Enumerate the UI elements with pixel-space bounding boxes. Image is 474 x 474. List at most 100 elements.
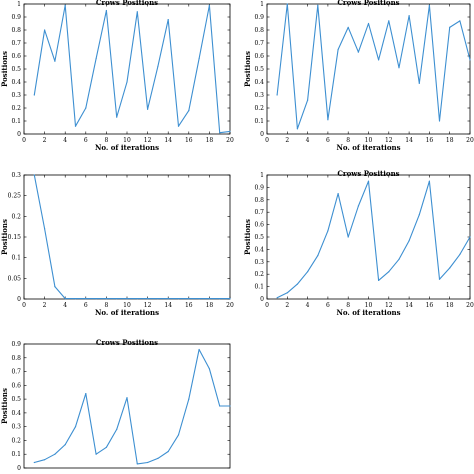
x-tick-label: 8 bbox=[346, 137, 350, 144]
data-point bbox=[33, 461, 35, 464]
chart-2: 00.10.20.30.40.50.60.70.80.910 2 4 6 8 10 12 14… bbox=[243, 0, 474, 152]
y-tick-label: 0.8 bbox=[11, 27, 21, 34]
x-tick-label: 16 bbox=[426, 137, 434, 144]
y-tick-label: 0 bbox=[260, 296, 264, 303]
y-tick-label: 0.3 bbox=[254, 92, 264, 99]
y-tick-label: 0.3 bbox=[254, 259, 264, 266]
data-point bbox=[64, 444, 66, 446]
data-point bbox=[418, 214, 420, 216]
data-point bbox=[198, 348, 200, 351]
x-tick-label: 4 bbox=[63, 302, 67, 309]
data-point bbox=[388, 20, 390, 22]
plot-frame bbox=[23, 174, 231, 300]
y-tick-label: 0.1 bbox=[254, 284, 264, 291]
data-point bbox=[219, 298, 221, 300]
x-tick-label: 20 bbox=[466, 137, 474, 144]
data-point bbox=[438, 120, 441, 122]
data-point bbox=[116, 298, 118, 300]
x-tick-label: 18 bbox=[206, 302, 214, 309]
data-point bbox=[54, 453, 56, 455]
data-point bbox=[367, 22, 370, 25]
data-point bbox=[147, 461, 149, 464]
data-point bbox=[229, 405, 231, 407]
x-tick-label: 4 bbox=[306, 302, 310, 309]
x-tick-label: 2 bbox=[43, 137, 47, 144]
x-axis-label: No. of iterations bbox=[95, 143, 159, 152]
x-tick-label: 4 bbox=[63, 137, 67, 144]
y-axis-label: Positions bbox=[243, 51, 252, 87]
data-point bbox=[95, 453, 97, 455]
data-point bbox=[208, 368, 210, 370]
x-tick-label: 18 bbox=[446, 302, 454, 309]
chart-title: Crows Positions bbox=[337, 169, 399, 178]
x-tick-label: 12 bbox=[144, 137, 152, 144]
data-point bbox=[126, 81, 128, 83]
y-tick-label: 0.2 bbox=[11, 213, 21, 220]
chart-3: 0 0.05 0.1 0.15 0.2 0.25 0.3 0 2 4 6 8 10 12 14 16 18 20 N… bbox=[0, 172, 234, 317]
y-tick-label: 0 bbox=[17, 296, 21, 303]
chart-5: 0 0.1 0.2 0.3 0.4 0.5 0.6 0.7 0.8 0.9 Crows Positi… bbox=[0, 338, 231, 472]
y-tick-label: 0.1 bbox=[11, 255, 21, 262]
y-tick-label: 0.4 bbox=[254, 79, 264, 86]
data-point bbox=[337, 193, 339, 195]
data-point bbox=[95, 58, 97, 60]
x-tick-label: 0 bbox=[22, 302, 26, 309]
x-tick-label: 16 bbox=[185, 137, 193, 144]
data-point bbox=[44, 228, 46, 230]
data-point bbox=[276, 297, 278, 299]
data-point bbox=[64, 4, 66, 6]
data-point bbox=[229, 298, 231, 300]
plot-frame bbox=[266, 174, 471, 300]
data-point bbox=[347, 26, 349, 28]
data-point bbox=[157, 65, 159, 67]
data-point bbox=[33, 94, 35, 96]
data-point bbox=[157, 457, 159, 459]
data-point bbox=[74, 298, 77, 300]
data-point bbox=[219, 132, 221, 134]
data-point bbox=[85, 298, 87, 300]
data-point bbox=[167, 450, 169, 453]
data-point bbox=[188, 398, 190, 400]
data-point bbox=[418, 82, 420, 84]
data-point bbox=[337, 48, 339, 51]
data-point bbox=[357, 205, 359, 207]
y-tick-label: 0.5 bbox=[11, 66, 21, 73]
data-point bbox=[307, 271, 309, 273]
x-tick-label: 12 bbox=[144, 302, 152, 309]
x-tick-label: 10 bbox=[365, 302, 373, 309]
x-tick-label: 16 bbox=[426, 302, 434, 309]
data-point bbox=[378, 279, 380, 281]
x-tick-label: 20 bbox=[466, 302, 474, 309]
y-tick-label: 0.1 bbox=[11, 118, 21, 125]
x-axis-label: No. of iterations bbox=[336, 143, 400, 152]
plot-frame bbox=[23, 343, 231, 469]
x-tick-label: 2 bbox=[43, 302, 47, 309]
data-point bbox=[54, 60, 56, 62]
data-point bbox=[167, 298, 169, 300]
x-tick-label: 14 bbox=[164, 137, 172, 144]
data-point bbox=[116, 428, 118, 430]
series-line bbox=[34, 348, 230, 465]
data-point bbox=[33, 174, 35, 176]
data-point bbox=[469, 236, 471, 238]
y-tick-label: 0.7 bbox=[254, 40, 264, 47]
data-point bbox=[147, 108, 149, 110]
y-tick-label: 0.6 bbox=[11, 382, 21, 389]
x-tick-label: 6 bbox=[326, 137, 330, 144]
x-tick-label: 16 bbox=[185, 302, 193, 309]
data-point bbox=[327, 230, 329, 232]
data-point bbox=[317, 4, 319, 6]
y-tick-label: 0.8 bbox=[254, 197, 264, 204]
chart-1: 00.10.20.30.40.50.60.70.80.910 2 4 6 8 10 12 14… bbox=[0, 0, 234, 152]
y-tick-label: 0.2 bbox=[11, 105, 21, 112]
y-tick-label: 0.1 bbox=[254, 118, 264, 125]
data-point bbox=[367, 180, 370, 182]
x-tick-label: 10 bbox=[365, 137, 373, 144]
series-line bbox=[33, 4, 231, 134]
x-tick-label: 6 bbox=[326, 302, 330, 309]
data-point bbox=[449, 267, 451, 269]
data-point bbox=[44, 459, 46, 461]
data-point bbox=[347, 236, 349, 238]
data-point bbox=[167, 19, 169, 21]
y-tick-label: 0.2 bbox=[11, 437, 21, 444]
